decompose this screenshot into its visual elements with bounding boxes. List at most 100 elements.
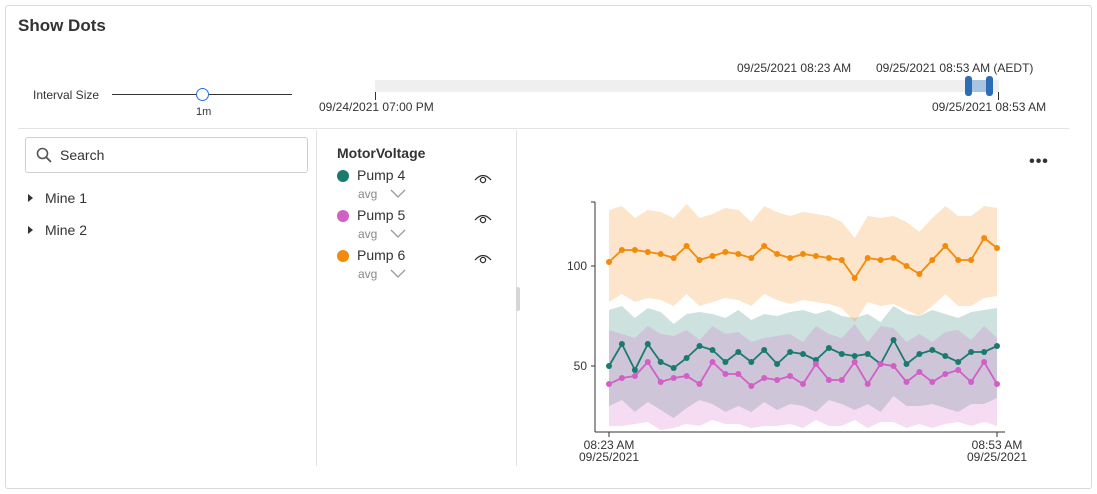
interval-slider-thumb[interactable]	[196, 88, 209, 101]
data-point-pump-4[interactable]	[722, 359, 729, 365]
data-point-pump-4[interactable]	[670, 365, 677, 371]
eye-icon[interactable]	[474, 253, 492, 265]
data-point-pump-5[interactable]	[838, 377, 845, 383]
data-point-pump-6[interactable]	[890, 255, 897, 261]
data-point-pump-5[interactable]	[748, 383, 755, 389]
data-point-pump-4[interactable]	[942, 353, 949, 359]
data-point-pump-4[interactable]	[929, 347, 936, 353]
data-point-pump-6[interactable]	[618, 247, 625, 253]
data-point-pump-6[interactable]	[916, 271, 923, 277]
data-point-pump-6[interactable]	[696, 257, 703, 263]
data-point-pump-4[interactable]	[825, 345, 832, 351]
aggregation-label[interactable]: avg	[358, 227, 378, 241]
aggregation-label[interactable]: avg	[358, 267, 378, 281]
data-point-pump-5[interactable]	[851, 359, 858, 365]
data-point-pump-5[interactable]	[981, 359, 988, 365]
data-point-pump-5[interactable]	[657, 379, 664, 385]
data-point-pump-6[interactable]	[994, 245, 1000, 251]
chevron-down-icon[interactable]	[389, 227, 407, 239]
data-point-pump-4[interactable]	[851, 353, 858, 359]
data-point-pump-5[interactable]	[955, 367, 962, 373]
data-point-pump-6[interactable]	[825, 255, 832, 261]
data-point-pump-4[interactable]	[644, 341, 651, 347]
data-point-pump-6[interactable]	[787, 255, 794, 261]
data-point-pump-4[interactable]	[774, 361, 781, 367]
data-point-pump-4[interactable]	[994, 343, 1000, 349]
data-point-pump-4[interactable]	[748, 359, 755, 365]
data-point-pump-6[interactable]	[670, 255, 677, 261]
data-point-pump-5[interactable]	[787, 373, 794, 379]
data-point-pump-4[interactable]	[787, 349, 794, 355]
data-point-pump-6[interactable]	[864, 255, 871, 261]
data-point-pump-4[interactable]	[696, 343, 703, 349]
data-point-pump-5[interactable]	[916, 369, 923, 375]
data-point-pump-5[interactable]	[890, 363, 897, 369]
data-point-pump-4[interactable]	[955, 359, 962, 365]
data-point-pump-6[interactable]	[955, 257, 962, 263]
data-point-pump-5[interactable]	[812, 361, 819, 367]
chevron-down-icon[interactable]	[389, 187, 407, 199]
expand-caret-icon[interactable]	[28, 226, 33, 234]
data-point-pump-4[interactable]	[800, 351, 806, 357]
timeline-end-handle[interactable]	[986, 76, 993, 96]
data-point-pump-6[interactable]	[735, 251, 742, 257]
data-point-pump-4[interactable]	[631, 367, 638, 373]
data-point-pump-6[interactable]	[761, 243, 768, 249]
data-point-pump-5[interactable]	[606, 381, 612, 387]
data-point-pump-5[interactable]	[761, 375, 768, 381]
data-point-pump-4[interactable]	[916, 351, 923, 357]
data-point-pump-5[interactable]	[942, 371, 949, 377]
data-point-pump-4[interactable]	[903, 361, 910, 367]
data-point-pump-6[interactable]	[903, 263, 910, 269]
data-point-pump-6[interactable]	[838, 257, 845, 263]
panel-resize-handle[interactable]	[516, 287, 520, 311]
data-point-pump-4[interactable]	[657, 359, 664, 365]
data-point-pump-4[interactable]	[981, 349, 988, 355]
data-point-pump-6[interactable]	[657, 251, 664, 257]
data-point-pump-5[interactable]	[722, 371, 729, 377]
data-point-pump-5[interactable]	[903, 379, 910, 385]
data-point-pump-5[interactable]	[696, 381, 703, 387]
data-point-pump-5[interactable]	[631, 373, 638, 379]
data-point-pump-5[interactable]	[618, 375, 625, 381]
data-point-pump-6[interactable]	[812, 253, 819, 259]
expand-caret-icon[interactable]	[28, 194, 33, 202]
data-point-pump-5[interactable]	[709, 359, 716, 365]
data-point-pump-5[interactable]	[968, 379, 975, 385]
aggregation-label[interactable]: avg	[358, 187, 378, 201]
data-point-pump-6[interactable]	[606, 259, 612, 265]
tree-item-mine-1[interactable]: Mine 1	[28, 188, 87, 208]
data-point-pump-5[interactable]	[864, 381, 871, 387]
data-point-pump-4[interactable]	[683, 355, 690, 361]
data-point-pump-6[interactable]	[631, 247, 638, 253]
eye-icon[interactable]	[474, 213, 492, 225]
data-point-pump-6[interactable]	[800, 251, 806, 257]
data-point-pump-6[interactable]	[722, 249, 729, 255]
data-point-pump-5[interactable]	[670, 375, 677, 381]
data-point-pump-6[interactable]	[683, 243, 690, 249]
data-point-pump-4[interactable]	[618, 341, 625, 347]
data-point-pump-6[interactable]	[942, 243, 949, 249]
data-point-pump-4[interactable]	[709, 347, 716, 353]
data-point-pump-6[interactable]	[968, 257, 975, 263]
data-point-pump-6[interactable]	[877, 257, 884, 263]
data-point-pump-6[interactable]	[748, 255, 755, 261]
data-point-pump-5[interactable]	[735, 371, 742, 377]
data-point-pump-6[interactable]	[929, 257, 936, 263]
data-point-pump-4[interactable]	[761, 347, 768, 353]
data-point-pump-5[interactable]	[994, 381, 1000, 387]
data-point-pump-6[interactable]	[709, 253, 716, 259]
data-point-pump-4[interactable]	[606, 363, 612, 369]
timeline-track[interactable]	[375, 80, 999, 92]
data-point-pump-4[interactable]	[890, 337, 897, 343]
data-point-pump-5[interactable]	[644, 359, 651, 365]
chevron-down-icon[interactable]	[389, 267, 407, 279]
eye-icon[interactable]	[474, 173, 492, 185]
data-point-pump-4[interactable]	[864, 351, 871, 357]
data-point-pump-6[interactable]	[774, 251, 781, 257]
data-point-pump-6[interactable]	[851, 275, 858, 281]
search-input[interactable]	[60, 144, 300, 166]
data-point-pump-5[interactable]	[800, 381, 806, 387]
more-options-icon[interactable]: •••	[1029, 153, 1049, 170]
data-point-pump-4[interactable]	[968, 349, 975, 355]
